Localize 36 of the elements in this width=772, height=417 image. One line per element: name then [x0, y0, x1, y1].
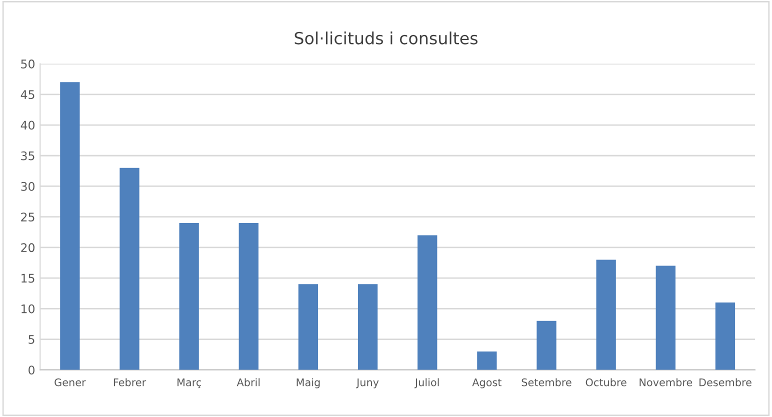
y-tick-label: 45: [20, 90, 34, 100]
y-tick-label: 40: [20, 120, 34, 130]
y-tick-label: 15: [22, 274, 34, 283]
y-tick-label: 0: [28, 366, 34, 375]
y-tick-label: 10: [22, 304, 34, 314]
bar: [60, 82, 80, 370]
x-tick-label: Desembre: [700, 378, 752, 386]
bar: [238, 222, 258, 370]
bar: [120, 168, 140, 370]
bar: [298, 284, 318, 370]
x-tick-label: Octubre: [586, 378, 626, 386]
y-tick-label: 35: [21, 151, 34, 160]
bar: [715, 302, 736, 370]
x-tick-label: Juliol: [414, 378, 439, 388]
x-tick-label: Setembre: [522, 378, 572, 386]
chart-title: Sol·licituds i consultes: [294, 32, 478, 44]
bar: [596, 260, 616, 370]
bar: [477, 352, 497, 370]
x-tick-label: Gener: [54, 378, 86, 386]
x-tick-label: Novembre: [640, 378, 692, 386]
y-tick-label: 20: [21, 243, 34, 252]
x-tick-label: Març: [178, 378, 202, 388]
x-tick-label: Juny: [356, 378, 379, 388]
x-tick-label: Agost: [472, 378, 502, 388]
y-tick-label: 50: [21, 60, 34, 68]
y-tick-label: 30: [21, 182, 34, 191]
x-tick-label: Abril: [236, 378, 260, 386]
bar: [536, 320, 556, 370]
y-tick-label: 25: [21, 212, 34, 222]
x-tick-label: Febrer: [114, 378, 146, 386]
y-tick-label: 5: [28, 335, 34, 344]
bar: [179, 222, 199, 370]
bar: [418, 235, 438, 370]
bar: [358, 284, 378, 370]
bar: [656, 266, 676, 370]
x-tick-label: Maig: [296, 378, 320, 388]
